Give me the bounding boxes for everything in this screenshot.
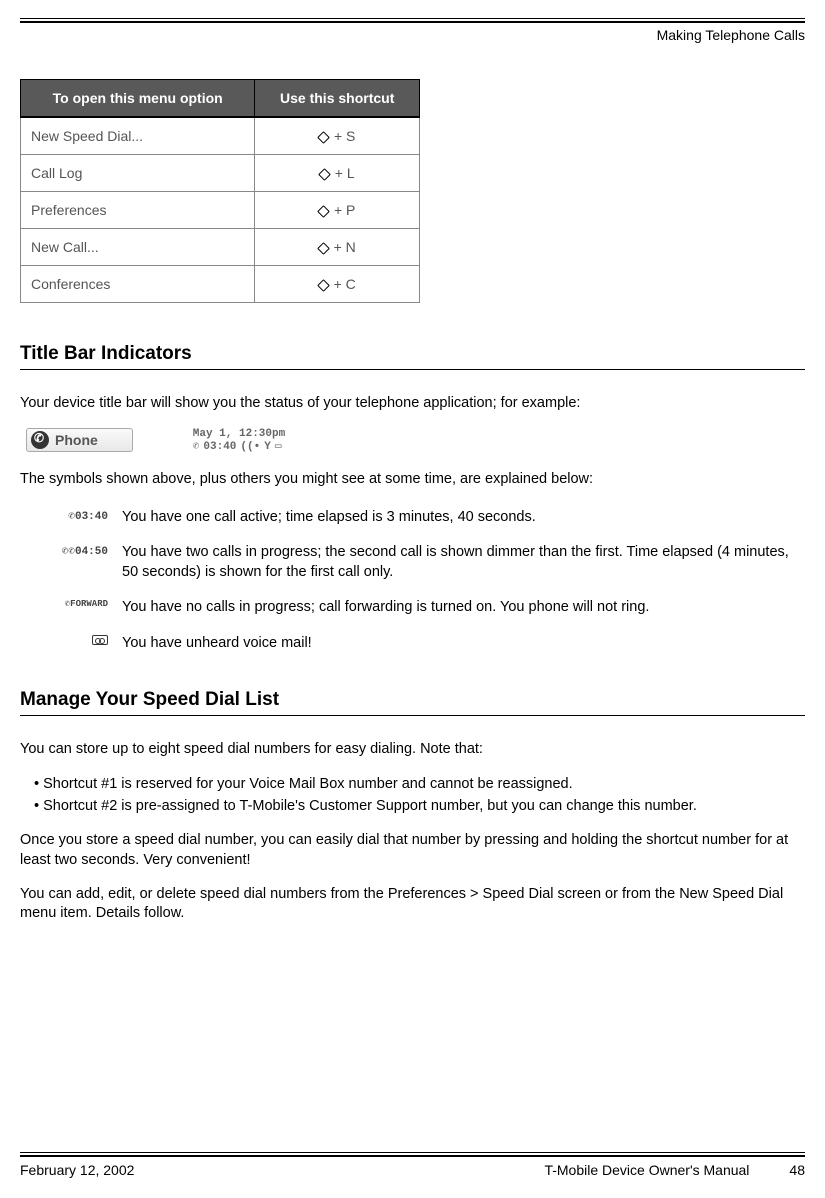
- option-cell: New Speed Dial...: [21, 118, 255, 155]
- indicator-list: ✆03:40 You have one call active; time el…: [48, 508, 805, 654]
- section-heading-speed-dial: Manage Your Speed Dial List: [20, 689, 805, 711]
- battery-icon: ▭: [275, 441, 282, 454]
- speed-dial-intro: You can store up to eight speed dial num…: [20, 740, 805, 760]
- table-row: New Speed Dial... + S: [21, 118, 420, 155]
- shortcut-col-key: Use this shortcut: [255, 80, 420, 117]
- page-footer: February 12, 2002 T-Mobile Device Owner'…: [20, 1152, 805, 1178]
- phone-chip: Phone: [26, 428, 133, 452]
- section-rule: [20, 715, 805, 716]
- antenna-icon: Y: [264, 441, 271, 454]
- phone-icon: [31, 431, 49, 449]
- voicemail-icon: [92, 635, 108, 645]
- indicator-desc: You have no calls in progress; call forw…: [122, 598, 649, 618]
- indicator-icon: ✆03:40: [48, 508, 122, 523]
- shortcut-cell: + C: [255, 266, 420, 303]
- signal-icon: ((•: [240, 441, 260, 454]
- footer-title: T-Mobile Device Owner's Manual: [544, 1162, 749, 1178]
- option-cell: Preferences: [21, 192, 255, 229]
- indicator-desc: You have unheard voice mail!: [122, 634, 312, 654]
- indicator-row: You have unheard voice mail!: [48, 634, 805, 654]
- shortcut-cell: + L: [255, 155, 420, 192]
- table-row: Conferences + C: [21, 266, 420, 303]
- handset-icon: ✆: [193, 441, 200, 454]
- indicator-icon: [48, 634, 122, 647]
- speed-dial-p2: You can add, edit, or delete speed dial …: [20, 885, 805, 924]
- table-row: Preferences + P: [21, 192, 420, 229]
- shortcut-cell: + P: [255, 192, 420, 229]
- indicator-desc: You have one call active; time elapsed i…: [122, 508, 536, 528]
- shortcut-cell: + N: [255, 229, 420, 266]
- menu-key-icon: [317, 242, 330, 255]
- running-head: Making Telephone Calls: [20, 27, 805, 43]
- title-bar-intro: Your device title bar will show you the …: [20, 394, 805, 414]
- option-cell: Conferences: [21, 266, 255, 303]
- indicator-icon: ✆✆04:50: [48, 543, 122, 558]
- titlebar-mock: Phone May 1, 12:30pm ✆ 03:40 ((• Y ▭: [26, 428, 805, 454]
- shortcut-col-option: To open this menu option: [21, 80, 255, 117]
- menu-key-icon: [317, 205, 330, 218]
- menu-key-icon: [317, 131, 330, 144]
- indicator-row: ✆03:40 You have one call active; time el…: [48, 508, 805, 528]
- list-item: Shortcut #2 is pre-assigned to T-Mobile'…: [34, 796, 805, 818]
- section-rule: [20, 369, 805, 370]
- indicator-row: ✆FORWARD You have no calls in progress; …: [48, 598, 805, 618]
- list-item: Shortcut #1 is reserved for your Voice M…: [34, 774, 805, 796]
- speed-dial-bullets: Shortcut #1 is reserved for your Voice M…: [34, 774, 805, 818]
- top-rule: [20, 18, 805, 23]
- indicator-row: ✆✆04:50 You have two calls in progress; …: [48, 543, 805, 582]
- section-heading-title-bar: Title Bar Indicators: [20, 343, 805, 365]
- status-date: May 1, 12:30pm: [193, 428, 285, 441]
- indicator-icon: ✆FORWARD: [48, 598, 122, 609]
- shortcut-table: To open this menu option Use this shortc…: [20, 79, 420, 303]
- footer-date: February 12, 2002: [20, 1162, 134, 1178]
- speed-dial-p1: Once you store a speed dial number, you …: [20, 831, 805, 870]
- title-bar-explain: The symbols shown above, plus others you…: [20, 470, 805, 490]
- indicator-desc: You have two calls in progress; the seco…: [122, 543, 805, 582]
- menu-key-icon: [317, 279, 330, 292]
- table-row: New Call... + N: [21, 229, 420, 266]
- status-block: May 1, 12:30pm ✆ 03:40 ((• Y ▭: [193, 428, 285, 454]
- option-cell: New Call...: [21, 229, 255, 266]
- shortcut-cell: + S: [255, 118, 420, 155]
- menu-key-icon: [318, 168, 331, 181]
- option-cell: Call Log: [21, 155, 255, 192]
- footer-page: 48: [789, 1162, 805, 1178]
- phone-chip-label: Phone: [55, 432, 98, 448]
- status-timer: 03:40: [203, 441, 236, 454]
- table-row: Call Log + L: [21, 155, 420, 192]
